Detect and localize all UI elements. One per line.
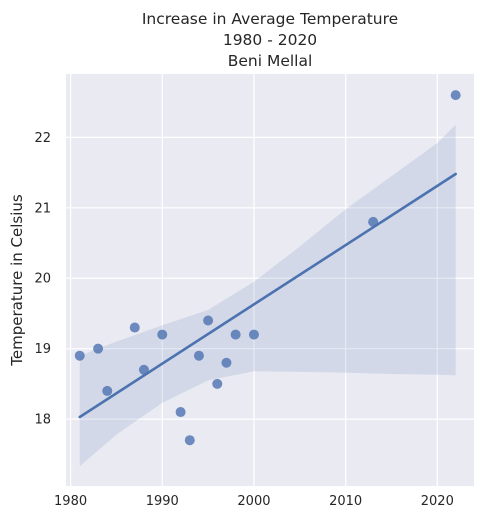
chart-title-line-3: Beni Mellal — [228, 52, 313, 70]
grid-layer — [66, 74, 474, 486]
y-tick-label: 20 — [34, 272, 51, 287]
y-tick-labels: 18 19 20 21 22 — [34, 131, 51, 428]
scatter-points-layer — [74, 90, 461, 446]
data-point — [212, 378, 223, 389]
data-point — [93, 343, 104, 354]
data-point — [230, 329, 241, 340]
data-point — [157, 329, 168, 340]
chart-title-line-2: 1980 - 2020 — [223, 31, 317, 49]
data-point — [184, 435, 195, 446]
x-tick-label: 1990 — [146, 494, 179, 509]
x-tick-label: 1980 — [54, 494, 87, 509]
x-tick-label: 2000 — [237, 494, 270, 509]
data-point — [450, 90, 461, 101]
y-tick-label: 22 — [34, 131, 51, 146]
data-point — [129, 322, 140, 333]
data-point — [248, 329, 259, 340]
x-tick-label: 2020 — [421, 494, 454, 509]
data-point — [102, 385, 113, 396]
chart-title-line-1: Increase in Average Temperature — [142, 10, 398, 28]
data-point — [175, 407, 186, 418]
data-point — [221, 357, 232, 368]
data-point — [74, 350, 85, 361]
regression-line-layer — [78, 172, 457, 419]
y-tick-label: 21 — [34, 201, 51, 216]
x-tick-label: 2010 — [329, 494, 362, 509]
plot-background — [66, 74, 474, 486]
y-axis-label: Temperature in Celsius — [8, 194, 26, 367]
data-point — [368, 216, 379, 227]
y-tick-label: 19 — [34, 342, 51, 357]
y-tick-label: 18 — [34, 413, 51, 428]
x-tick-labels: 1980 1990 2000 2010 2020 — [54, 494, 454, 509]
regression-line — [78, 172, 457, 419]
data-point — [193, 350, 204, 361]
data-point — [138, 364, 149, 375]
data-point — [203, 315, 214, 326]
